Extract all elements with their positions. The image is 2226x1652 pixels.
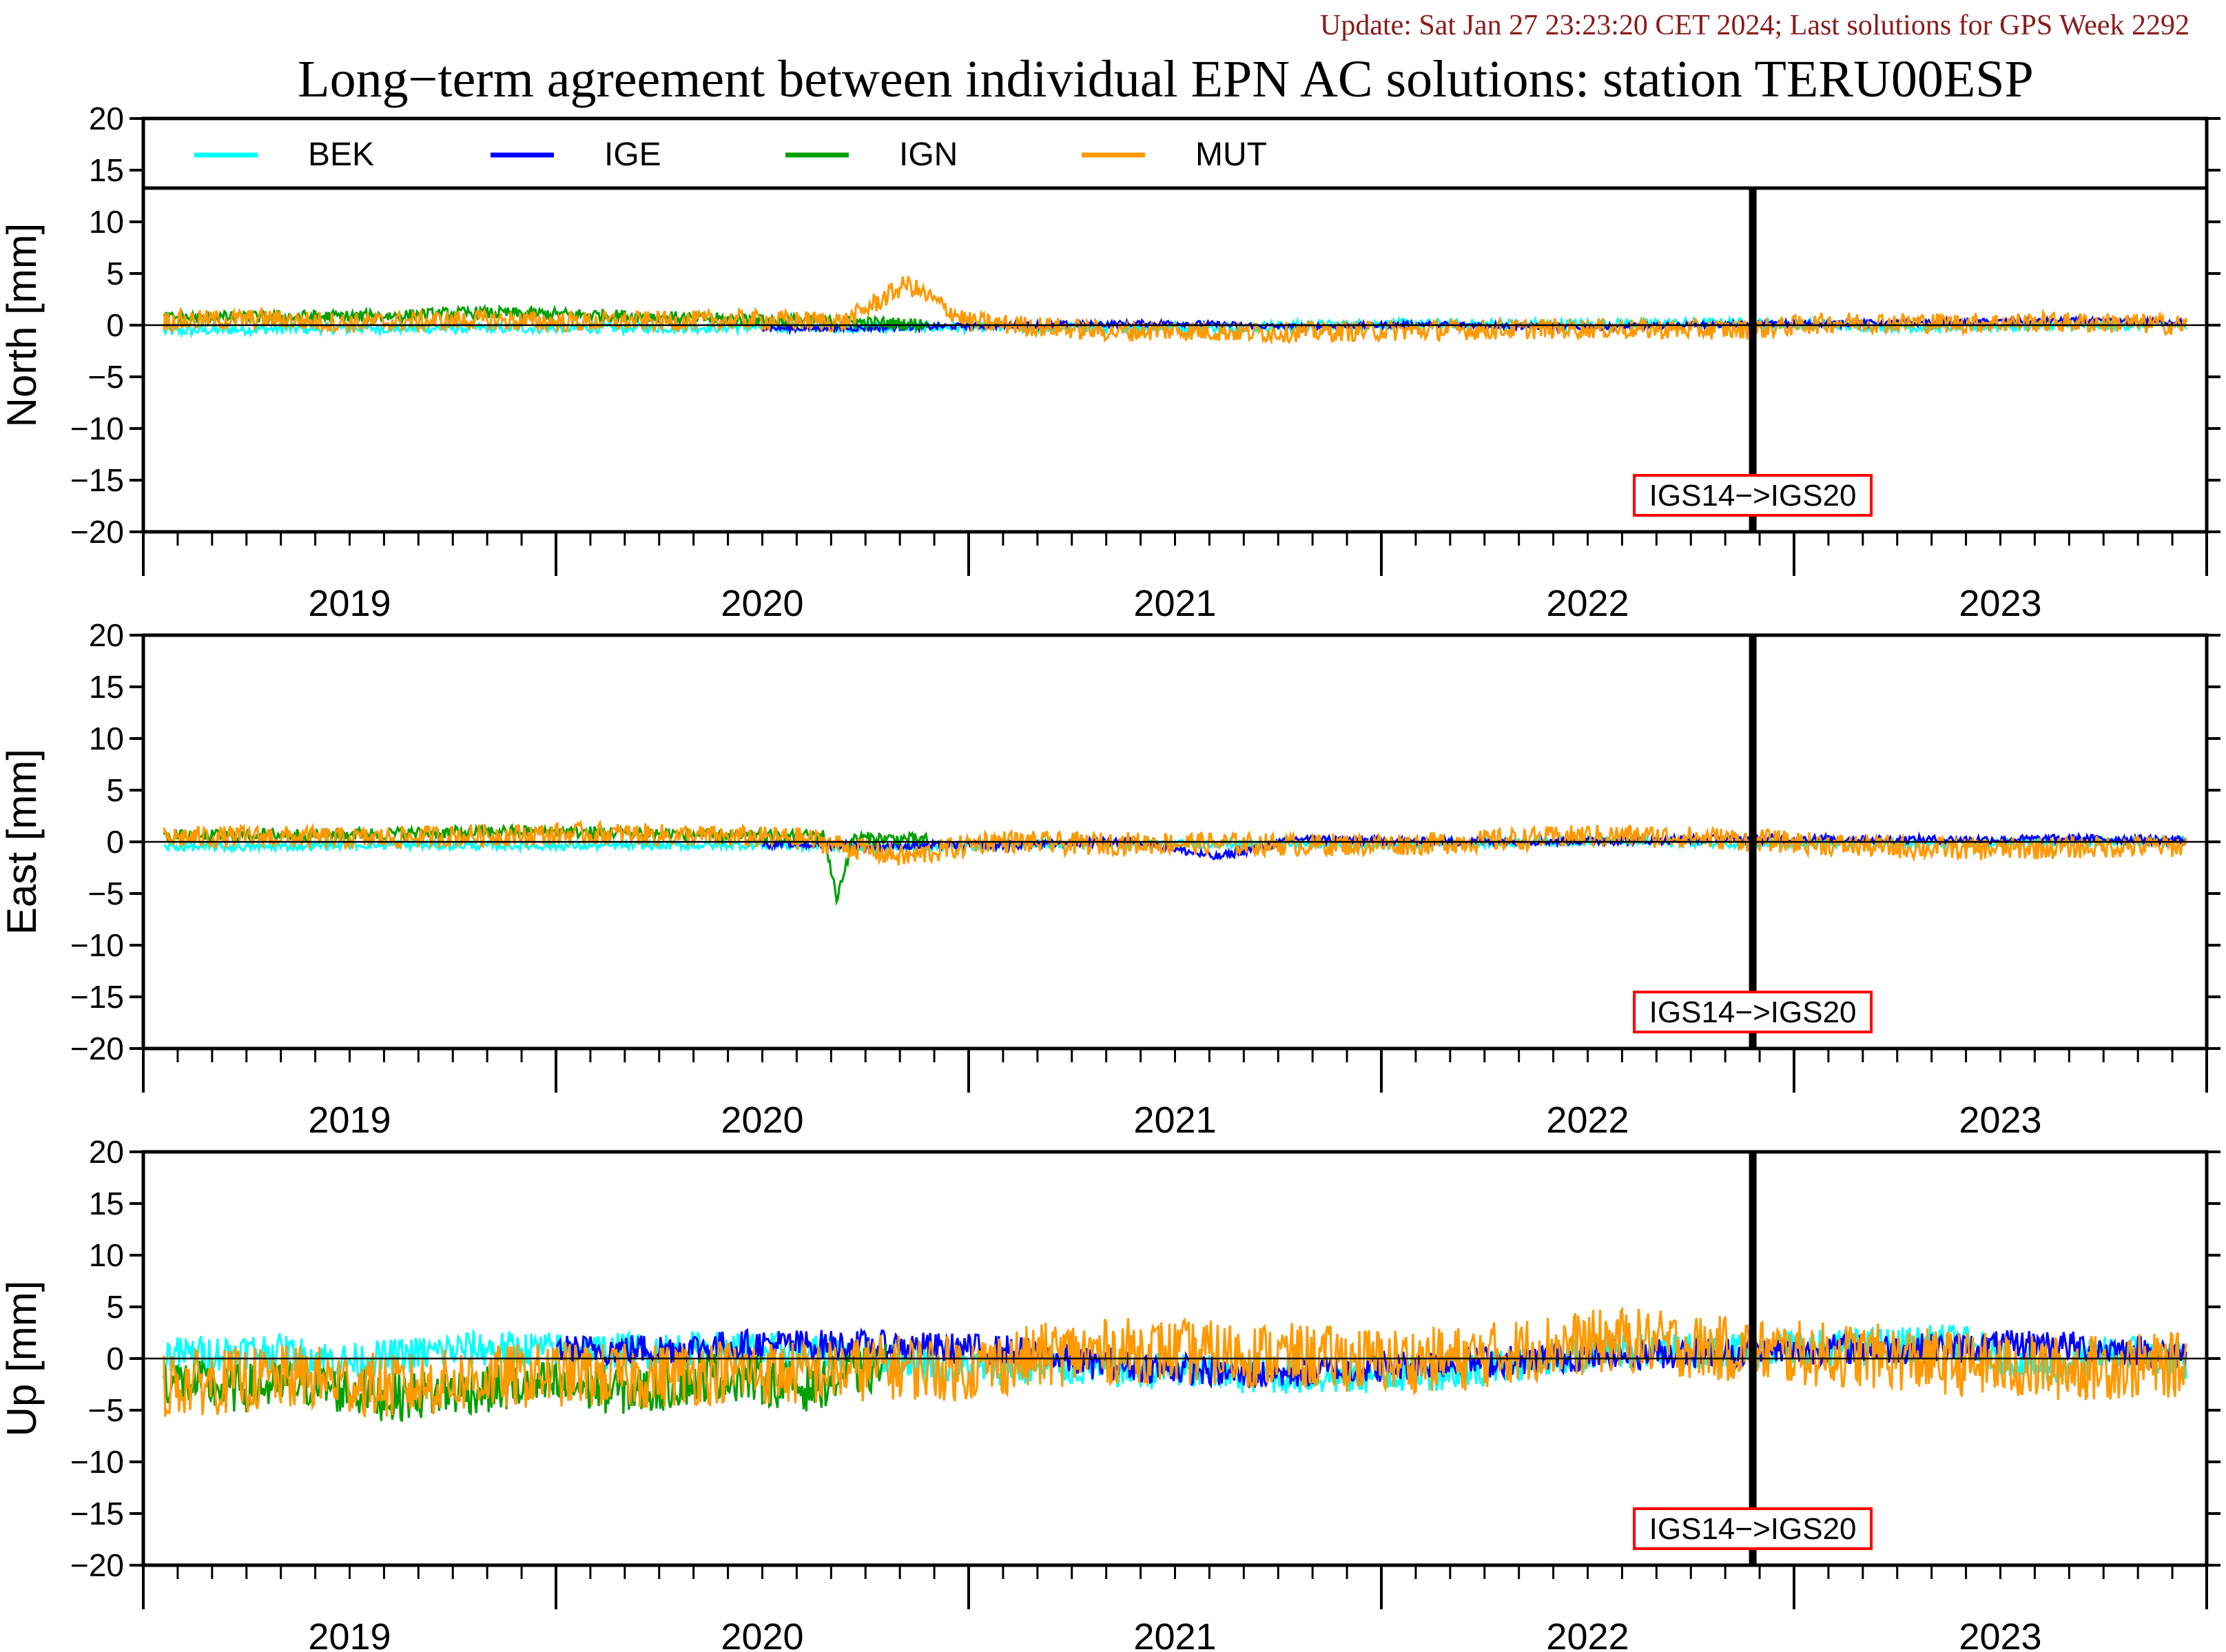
x-tick-label: 2021 [1133, 1099, 1216, 1141]
update-notice: Update: Sat Jan 27 23:23:20 CET 2024; La… [1320, 10, 2189, 41]
y-tick-label: 20 [89, 1134, 124, 1170]
x-tick-label: 2019 [308, 583, 391, 624]
y-tick-label: −20 [70, 1031, 124, 1066]
series-group [163, 819, 2187, 907]
series-line-mut [163, 1306, 2187, 1418]
y-tick-label: 20 [89, 101, 124, 136]
panels: IGS14−>IGS20 BEK IGE IGN MUT 20 15 10 5 0 −5 −10 −15… [0, 101, 2220, 1652]
frame-change-box [1633, 1507, 1873, 1550]
x-tick-label: 2019 [308, 1616, 391, 1652]
y-tick-label: −5 [88, 359, 124, 395]
x-tick-label: 2023 [1959, 583, 2041, 624]
legend-label-ige: IGE [604, 136, 661, 173]
frame-change-label: IGS14−>IGS20 [1649, 479, 1857, 513]
y-tick-label: −10 [70, 927, 124, 963]
series-line-bek [163, 315, 2187, 339]
legend-label-ign: IGN [899, 136, 958, 173]
x-tick-label: 2020 [721, 583, 803, 624]
frame-change-label: IGS14−>IGS20 [1649, 1512, 1857, 1546]
y-tick-label: −5 [88, 876, 124, 911]
y-tick-label: 10 [89, 204, 124, 240]
x-tick-label: 2022 [1546, 1099, 1629, 1141]
y-tick-label: 0 [106, 1341, 124, 1376]
y-tick-label: 5 [106, 772, 124, 808]
panel-north: IGS14−>IGS20 BEK IGE IGN MUT 20 15 10 5 0 −5 −10 −15… [0, 101, 2220, 624]
y-tick-label: 20 [89, 617, 124, 653]
x-tick-label: 2023 [1959, 1099, 2041, 1141]
y-tick-label: 15 [89, 1186, 124, 1221]
y-tick-label: −15 [70, 1496, 124, 1531]
y-axis-title: East [mm] [0, 749, 45, 935]
legend-label-bek: BEK [308, 136, 374, 173]
y-tick-label: −20 [70, 1547, 124, 1583]
y-tick-label: 5 [106, 1289, 124, 1325]
x-tick-label: 2021 [1133, 583, 1216, 624]
x-tick-label: 2022 [1546, 1616, 1629, 1652]
legend-box [141, 116, 2209, 190]
series-group [163, 276, 2187, 345]
y-tick-label: −10 [70, 411, 124, 446]
x-tick-label: 2019 [308, 1099, 391, 1141]
y-tick-label: −15 [70, 979, 124, 1015]
y-tick-label: 15 [89, 152, 124, 188]
panel-up: IGS14−>IGS20 20 15 10 5 0 −5 −10 −15 −20 Up [mm] 20… [0, 1134, 2220, 1652]
y-axis-title: Up [mm] [0, 1281, 45, 1437]
series-group [163, 1306, 2187, 1422]
frame-change-box [1633, 474, 1873, 517]
x-tick-label: 2020 [721, 1099, 803, 1141]
y-axis-title: North [mm] [0, 223, 45, 428]
x-tick-label: 2021 [1133, 1616, 1216, 1652]
x-tick-label: 2022 [1546, 583, 1629, 624]
x-tick-label: 2020 [721, 1616, 803, 1652]
chart-title: Long−term agreement between individual E… [298, 50, 2034, 108]
frame-change-box [1633, 991, 1873, 1033]
y-tick-label: −5 [88, 1392, 124, 1428]
y-tick-label: −10 [70, 1444, 124, 1480]
frame-change-label: IGS14−>IGS20 [1649, 995, 1857, 1029]
legend-label-mut: MUT [1195, 136, 1267, 173]
y-tick-label: −15 [70, 462, 124, 498]
y-tick-label: 0 [106, 307, 124, 343]
y-tick-label: 15 [89, 669, 124, 705]
y-tick-label: 0 [106, 824, 124, 860]
panel-east: IGS14−>IGS20 20 15 10 5 0 −5 −10 −15 −20 East [mm]… [0, 617, 2220, 1141]
series-line-mut [163, 819, 2187, 866]
y-tick-label: −20 [70, 514, 124, 550]
y-tick-label: 10 [89, 1237, 124, 1273]
x-tick-label: 2023 [1959, 1616, 2041, 1652]
y-tick-label: 5 [106, 256, 124, 291]
y-tick-label: 10 [89, 721, 124, 756]
